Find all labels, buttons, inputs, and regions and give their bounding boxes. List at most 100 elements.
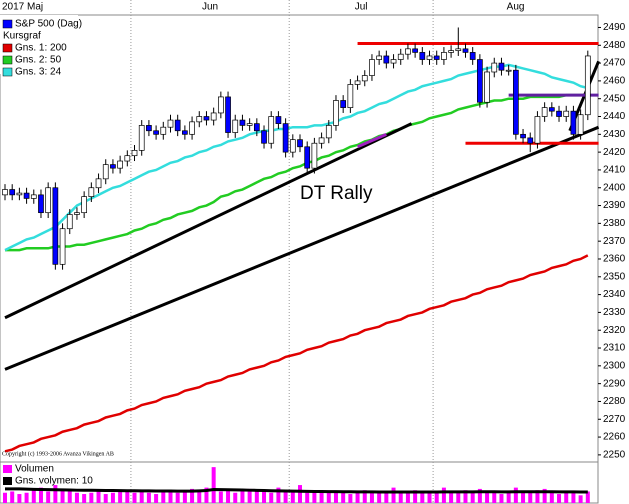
volume-bar [110, 492, 115, 503]
candle-body [505, 69, 512, 72]
y-tick-label: 2430 [603, 129, 626, 140]
candle-body [369, 59, 375, 76]
y-tick-label: 2490 [603, 22, 626, 33]
volume-bar [233, 492, 238, 503]
volume-bar [420, 491, 425, 503]
volume-bar [46, 491, 51, 503]
volume-bar [154, 494, 159, 503]
volume-bar [226, 490, 231, 503]
legend-label: Gns. 3: 24 [15, 67, 62, 78]
y-tick-label: 2470 [603, 58, 626, 69]
volume-bar [348, 494, 353, 503]
candle-body [232, 119, 239, 133]
volume-bar [161, 491, 166, 503]
y-tick-label: 2260 [603, 432, 626, 443]
candle-body [563, 110, 570, 117]
candle-body [124, 155, 131, 162]
candle-body [38, 194, 44, 214]
candle-body [30, 194, 37, 199]
candle-body [513, 69, 519, 135]
candle-body [131, 149, 138, 157]
candle-body [196, 116, 203, 123]
volume-bar [168, 490, 173, 503]
candle-body [239, 119, 246, 126]
candle-body [584, 55, 591, 116]
volume-bar [10, 491, 15, 503]
legend-label: S&P 500 (Dag) [15, 19, 82, 30]
y-tick-label: 2460 [603, 76, 626, 87]
candle-body [477, 59, 483, 103]
candle-body [448, 50, 454, 53]
volume-bar [3, 492, 7, 503]
volume-bar [571, 492, 576, 503]
volume-bar [463, 490, 468, 503]
volume-bar [585, 491, 590, 503]
volume-bar [269, 492, 274, 503]
x-tick-label: 2017 Maj [2, 2, 43, 13]
candle-body [261, 130, 267, 144]
candle-body [556, 110, 562, 117]
candle-body [16, 192, 23, 196]
candle-body [9, 189, 16, 196]
candle-body [361, 75, 368, 82]
volume-bar [276, 487, 281, 503]
volume-bar [139, 491, 144, 503]
volume-bar [146, 492, 151, 503]
volume-bar [254, 490, 259, 503]
x-tick-label: Aug [507, 2, 525, 13]
candle-body [577, 114, 584, 135]
legend-swatch [2, 43, 13, 53]
volume-bar [125, 491, 130, 503]
candle-body [433, 55, 440, 60]
candle-body [110, 164, 116, 169]
volume-bar [60, 488, 65, 503]
volume-bar [456, 491, 461, 503]
candle-body [347, 84, 354, 108]
volume-bar [333, 491, 338, 503]
volume-bar [24, 492, 29, 503]
candle-body [160, 126, 167, 135]
legend-swatch [2, 67, 13, 77]
volume-bar [542, 488, 547, 503]
candle-body [210, 112, 217, 121]
volume-bar [38, 487, 43, 503]
candle-body [383, 55, 390, 64]
candle-body [282, 123, 289, 153]
volume-bar [319, 490, 324, 503]
volume-bar [118, 490, 123, 503]
volume-bar [485, 491, 490, 503]
legend-label: Kursgraf [3, 31, 41, 42]
y-tick-label: 2290 [603, 378, 626, 389]
volume-bar [549, 492, 554, 503]
candle-body [66, 214, 73, 230]
candle-body [23, 192, 30, 199]
volume-bar [283, 490, 288, 503]
volume-bar [369, 492, 374, 503]
candle-body [174, 119, 181, 132]
x-tick-label: Jul [355, 2, 368, 13]
volume-bar [578, 495, 583, 503]
moving-average [4, 63, 589, 252]
candle-body [52, 187, 59, 265]
volume-bar [341, 492, 346, 503]
volume-average [5, 487, 588, 494]
volume-bar [362, 490, 367, 503]
y-tick-label: 2420 [603, 147, 626, 158]
candle-body [491, 62, 498, 73]
candle-body [59, 228, 66, 265]
volume-bar [262, 491, 267, 503]
volume-bar [506, 492, 511, 503]
candle-body [534, 116, 541, 144]
candle-body [297, 139, 303, 148]
candle-body [311, 142, 318, 169]
candle-body [117, 160, 123, 169]
candle-body [376, 55, 382, 60]
candle-body [146, 125, 152, 132]
volume-bar [521, 491, 526, 503]
y-tick-label: 2480 [603, 40, 626, 51]
x-tick-label: Jun [202, 2, 218, 13]
candle-body [304, 146, 311, 169]
y-tick-label: 2300 [603, 360, 626, 371]
